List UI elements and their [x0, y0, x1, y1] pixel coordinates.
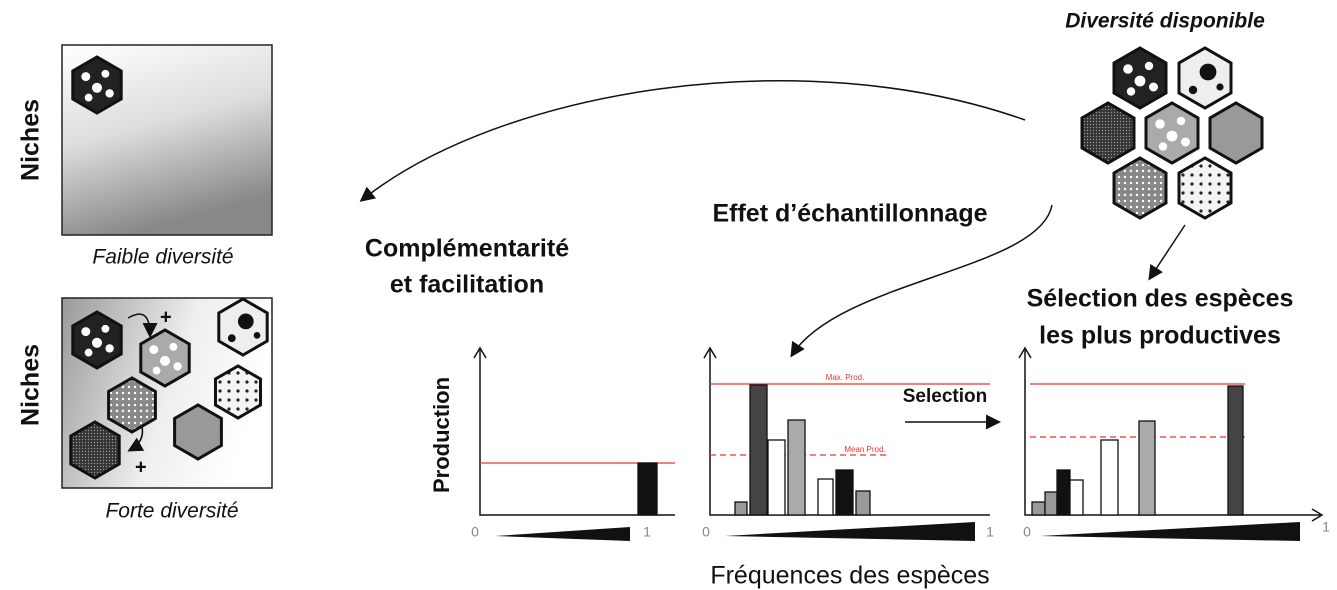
hexagon-part — [1199, 63, 1217, 81]
hexagon-part — [107, 376, 157, 434]
pool-title: Diversité disponible — [1065, 10, 1265, 33]
bar — [1227, 385, 1244, 516]
hexagon-part — [84, 348, 93, 357]
bar — [637, 462, 658, 516]
hexagon-part — [1123, 64, 1133, 74]
hexagon-part — [81, 327, 91, 337]
frequency-wedge — [725, 522, 975, 541]
bar — [817, 478, 834, 516]
bar — [1069, 479, 1084, 516]
hexagon-part — [91, 82, 103, 93]
mechanism-label: Complémentarité — [365, 235, 569, 263]
hexagon-part — [105, 344, 114, 353]
hexagon-part — [1188, 85, 1198, 95]
hexagon-part — [1080, 101, 1136, 165]
plus-sign: + — [135, 456, 147, 478]
bar — [835, 469, 854, 516]
hexagon-part — [152, 366, 161, 375]
hexagon-part — [149, 345, 159, 355]
arrow — [127, 313, 158, 338]
hexagon-part — [1181, 137, 1190, 147]
x-max: 1 — [986, 524, 994, 540]
bar — [787, 419, 806, 516]
hexagon-part — [101, 69, 110, 78]
hexagon-part — [81, 72, 91, 82]
arrow — [1148, 224, 1186, 281]
bar — [1044, 491, 1058, 516]
bar — [767, 439, 786, 516]
selection-label: Selection — [903, 386, 987, 407]
hexagon-part — [1134, 75, 1146, 87]
bar — [734, 501, 748, 516]
axes — [1024, 350, 1320, 516]
plus-sign: + — [160, 306, 172, 328]
x-max: 1 — [1322, 519, 1330, 535]
hexagon-part — [253, 332, 261, 339]
axis-arrow — [1311, 508, 1324, 522]
arrow — [790, 204, 1053, 358]
hexagon-part — [227, 334, 236, 343]
x-min: 0 — [1023, 524, 1031, 540]
mechanism-label: les plus productives — [1039, 322, 1281, 350]
hexagon-part — [1158, 142, 1168, 151]
x-min: 0 — [471, 524, 479, 540]
hexagon-part — [1126, 87, 1136, 96]
bar — [1138, 420, 1156, 516]
caption: Faible diversité — [92, 246, 233, 269]
hexagon-part — [91, 337, 103, 348]
hexagon-part — [173, 362, 182, 371]
axes — [479, 350, 675, 516]
x-axis-label: Fréquences des espèces — [710, 562, 989, 590]
x-min: 0 — [702, 524, 710, 540]
hexagon-part — [1149, 82, 1158, 92]
hexagon-part — [1112, 156, 1168, 220]
hexagon-part — [69, 420, 121, 480]
hexagon-part — [173, 403, 223, 461]
bar — [1031, 501, 1046, 516]
x-max: 1 — [643, 524, 651, 540]
hexagon-part — [1166, 130, 1178, 142]
hexagon-part — [1177, 156, 1233, 220]
axis-arrow — [703, 346, 717, 359]
hexagon-part — [159, 355, 171, 366]
hexagon-part — [105, 89, 114, 98]
hexagon-part — [1176, 116, 1186, 126]
hexagon-part — [1216, 83, 1224, 91]
niches-label: Niches — [17, 99, 45, 181]
bar — [1100, 439, 1119, 516]
bar — [1056, 469, 1071, 516]
mechanism-label: Sélection des espèces — [1027, 285, 1294, 313]
hexagon-part — [84, 93, 93, 102]
hexagon-part — [1155, 119, 1165, 129]
bar — [855, 490, 871, 516]
niches-label: Niches — [17, 344, 45, 426]
bar — [749, 384, 768, 516]
frequency-wedge — [495, 527, 630, 541]
hexagon-part — [1144, 61, 1154, 71]
mechanism-label: et facilitation — [390, 271, 544, 299]
hexagon-part — [214, 364, 262, 420]
frequency-wedge — [1040, 522, 1300, 541]
hexagon-part — [169, 342, 178, 351]
axis-arrow — [473, 346, 487, 359]
hexagon-part — [237, 313, 254, 330]
hexagons — [69, 46, 1264, 480]
mean-label: Mean Prod. — [844, 445, 885, 454]
arrow — [359, 79, 1026, 202]
caption: Forte diversité — [105, 500, 238, 523]
y-axis-label: Production — [429, 377, 454, 493]
hexagon-part — [101, 324, 110, 333]
mechanism-label: Effet d’échantillonnage — [712, 200, 987, 228]
axes — [709, 350, 990, 516]
hexagon-part — [1208, 101, 1264, 165]
axis-arrow — [1018, 346, 1032, 359]
max-label: Max. Prod. — [826, 373, 865, 382]
